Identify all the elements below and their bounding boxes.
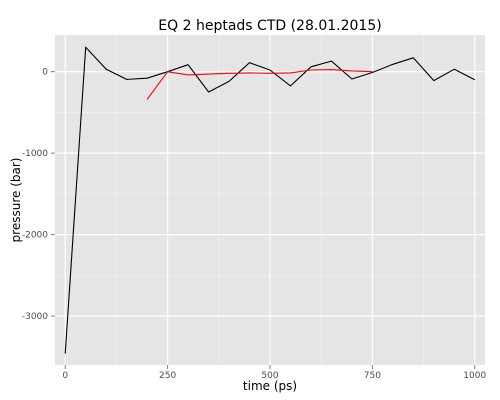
x-tick-label: 750 bbox=[364, 371, 381, 381]
y-tick-label: -1000 bbox=[22, 149, 48, 159]
y-tick-label: -3000 bbox=[22, 312, 48, 322]
x-axis-ticks: 0 250 500 750 1000 bbox=[62, 365, 486, 381]
y-tick-label: 0 bbox=[42, 68, 48, 78]
y-axis-ticks: -3000 -2000 -1000 0 bbox=[22, 68, 55, 322]
series-lines bbox=[64, 46, 476, 354]
x-axis-title: time (ps) bbox=[243, 379, 297, 393]
series-line-black bbox=[64, 46, 476, 354]
chart-title: EQ 2 heptads CTD (28.01.2015) bbox=[158, 18, 381, 34]
x-tick-label: 500 bbox=[261, 371, 278, 381]
major-gridlines bbox=[55, 35, 485, 365]
series-line-red bbox=[146, 69, 373, 100]
x-tick-label: 250 bbox=[159, 371, 176, 381]
y-tick-label: -2000 bbox=[22, 231, 48, 241]
x-tick-label: 0 bbox=[62, 371, 68, 381]
x-tick-label: 1000 bbox=[463, 371, 486, 381]
y-axis-title: pressure (bar) bbox=[9, 158, 23, 243]
